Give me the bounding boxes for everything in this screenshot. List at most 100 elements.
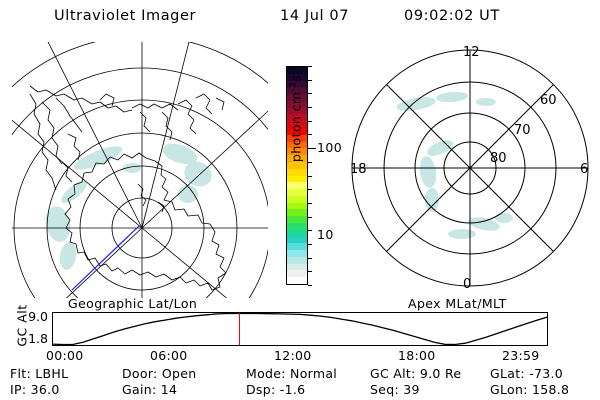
status-gain: Gain: 14 [122, 382, 178, 397]
status-gc-alt: GC Alt: 9.0 Re [370, 366, 462, 381]
colorbar-tick [308, 79, 312, 81]
colorbar-band [287, 222, 307, 230]
colorbar-band [287, 94, 307, 101]
colorbar-tick [308, 161, 312, 163]
colorbar-tick [308, 134, 312, 136]
colorbar-unit-mid: s [288, 74, 304, 82]
strip-xtick-label: 23:59 [502, 348, 540, 363]
geographic-map-panel [12, 42, 268, 298]
strip-xtick-label: 12:00 [274, 348, 312, 363]
orbit-altitude-trace [51, 312, 549, 346]
colorbar-band [287, 114, 307, 122]
colorbar-tick [308, 271, 312, 273]
observation-date: 14 Jul 07 [280, 8, 350, 24]
coastline-antarctica [64, 152, 227, 291]
auroral-emission-apex [396, 91, 513, 239]
auroral-emission-geo [45, 143, 212, 270]
apex-panel-title: Apex MLat/MLT [408, 296, 507, 311]
status-seq: Seq: 39 [370, 382, 420, 397]
colorbar-band [287, 216, 307, 223]
mlt-label-6: 6 [580, 162, 588, 177]
colorbar-band [287, 73, 307, 81]
page-title: Ultraviolet Imager [54, 8, 197, 24]
colorbar-tick [308, 189, 312, 191]
colorbar-band [287, 236, 307, 244]
colorbar-band [287, 107, 307, 115]
strip-y-axis-label: GC Alt [14, 304, 30, 347]
colorbar-tick [308, 285, 312, 286]
colorbar-band [287, 243, 307, 251]
strip-chart-xticks: 00:00 06:00 12:00 18:00 23:59 [0, 348, 600, 364]
colorbar-band [287, 87, 307, 95]
colorbar-band [287, 263, 307, 271]
colorbar-band [287, 256, 307, 264]
colorbar-ticks [308, 66, 316, 286]
apex-labels: 12 6 0 18 60 70 80 [350, 45, 588, 292]
colorbar-tick [308, 230, 312, 232]
colorbar-band [287, 121, 307, 129]
colorbar-band [287, 168, 307, 176]
colorbar-tick [308, 148, 316, 150]
colorbar-band [287, 141, 307, 149]
colorbar-tick [308, 120, 312, 122]
colorbar-band [287, 250, 307, 257]
geographic-panel-title: Geographic Lat/Lon [68, 296, 198, 311]
mlat-label-80: 80 [490, 151, 507, 166]
colorbar-tick [308, 243, 312, 245]
status-filter: Flt: LBHL [10, 366, 69, 381]
colorbar-band [287, 100, 307, 108]
colorbar-tick [308, 202, 312, 204]
header-bar: Ultraviolet Imager 14 Jul 07 09:02:02 UT [0, 8, 600, 30]
colorbar-tick [308, 257, 312, 259]
status-door: Door: Open [122, 366, 197, 381]
colorbar-band [287, 134, 307, 142]
colorbar-tick-label: 10 [317, 227, 334, 243]
colorbar-band [287, 209, 307, 217]
mlt-label-18: 18 [350, 162, 367, 177]
colorbar-tick [308, 107, 312, 109]
apex-polar-svg: 12 6 0 18 60 70 80 [350, 45, 589, 292]
strip-xtick-label: 00:00 [46, 348, 84, 363]
colorbar-band [287, 270, 307, 278]
colorbar-tick [308, 66, 312, 67]
colorbar-unit-exp1: -2 [288, 81, 299, 92]
colorbar: photon cm-2s-1 100 10 [270, 50, 344, 300]
status-glon: GLon: 158.8 [490, 382, 570, 397]
geographic-map-svg [12, 42, 268, 298]
status-glat: GLat: -73.0 [490, 366, 564, 381]
strip-ytick-bottom: 1.8 [28, 331, 48, 346]
colorbar-tick [308, 216, 312, 218]
strip-ytick-top: 9.0 [28, 309, 48, 324]
colorbar-gradient [287, 67, 307, 284]
orbit-altitude-chart[interactable] [51, 312, 549, 346]
colorbar-unit-exp2: -1 [288, 65, 299, 75]
mlat-label-70: 70 [514, 123, 531, 138]
mlt-spokes [352, 50, 588, 286]
colorbar-band [287, 189, 307, 196]
status-dsp: Dsp: -1.6 [246, 382, 306, 397]
status-ip: IP: 36.0 [10, 382, 60, 397]
colorbar-tick [308, 175, 312, 177]
spacecraft-track [71, 225, 140, 291]
observation-time: 09:02:02 UT [404, 8, 500, 24]
strip-chart-titles: Geographic Lat/Lon Apex MLat/MLT [0, 296, 600, 312]
meridian-grid-lines [12, 42, 268, 298]
current-time-marker [238, 313, 240, 345]
colorbar-band [287, 182, 307, 190]
coastline-landmasses [29, 85, 225, 191]
colorbar-band [287, 128, 307, 135]
colorbar-unit-main: photon cm [288, 91, 304, 163]
colorbar-band [287, 175, 307, 183]
strip-chart-frame [52, 312, 548, 346]
colorbar-tick-label: 100 [317, 140, 343, 156]
strip-xtick-label: 18:00 [398, 348, 436, 363]
colorbar-gradient-box [286, 66, 308, 285]
colorbar-band [287, 80, 307, 88]
status-footer: Flt: LBHL IP: 36.0 Door: Open Gain: 14 M… [0, 366, 600, 400]
mlat-label-60: 60 [540, 93, 557, 108]
colorbar-axis-label: photon cm-2s-1 [288, 44, 303, 184]
colorbar-band [287, 229, 307, 237]
mlt-label-12: 12 [463, 45, 480, 60]
status-mode: Mode: Normal [246, 366, 338, 381]
strip-xtick-label: 06:00 [150, 348, 188, 363]
